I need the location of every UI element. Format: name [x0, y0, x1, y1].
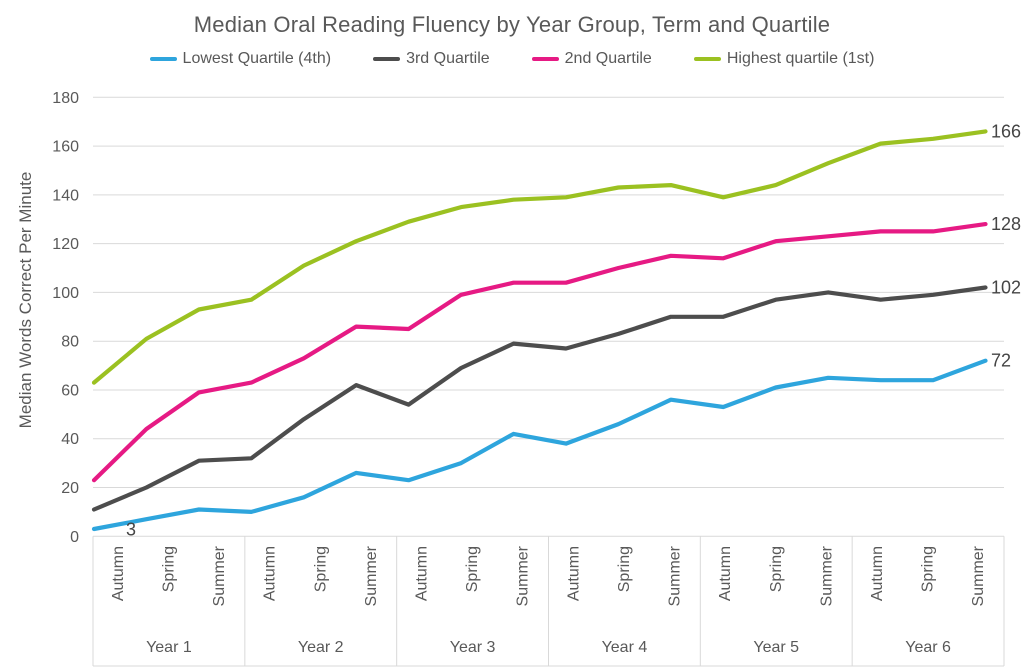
- y-tick-label-160: 160: [52, 139, 79, 156]
- series-line-0-lowest-quartile-4th-: [91, 358, 988, 532]
- y-tick-label-0: 0: [70, 529, 79, 546]
- series-line-2-2nd-quartile: [91, 222, 988, 483]
- term-label-year-5-summer: Summer: [818, 545, 835, 606]
- legend-item-highest-quartile: Highest quartile (1st): [693, 50, 875, 68]
- series-line-1-3rd-quartile: [91, 285, 988, 512]
- legend-swatch-lowest-quartile: [149, 56, 177, 62]
- point-annotation-0: 3: [126, 519, 136, 539]
- legend-swatch-3rd-quartile: [373, 56, 401, 62]
- term-label-year-3-autumn: Autumn: [413, 546, 430, 601]
- term-label-year-2-autumn: Autumn: [262, 546, 279, 601]
- legend-item-2nd-quartile: 2nd Quartile: [531, 50, 652, 68]
- series-line-3-highest-quartile-1st-: [91, 129, 988, 385]
- term-label-year-4-summer: Summer: [667, 545, 684, 606]
- legend-label-3rd-quartile: 3rd Quartile: [406, 50, 490, 67]
- term-label-year-1-autumn: Autumn: [110, 546, 127, 601]
- y-tick-label-80: 80: [61, 334, 79, 351]
- legend: Lowest Quartile (4th) 3rd Quartile 2nd Q…: [0, 50, 1024, 68]
- series-end-label-0: 72: [991, 351, 1011, 371]
- term-label-year-1-summer: Summer: [211, 545, 228, 606]
- series-end-label-1: 102: [991, 278, 1021, 298]
- term-label-year-1-spring: Spring: [160, 546, 177, 592]
- legend-label-highest-quartile: Highest quartile (1st): [726, 50, 875, 67]
- y-tick-label-140: 140: [52, 187, 79, 204]
- year-group-label-1: Year 1: [146, 639, 192, 656]
- y-tick-label-60: 60: [61, 382, 79, 399]
- year-group-label-4: Year 4: [602, 639, 648, 656]
- year-group-label-6: Year 6: [905, 639, 951, 656]
- legend-label-2nd-quartile: 2nd Quartile: [564, 50, 652, 67]
- chart-title: Median Oral Reading Fluency by Year Grou…: [193, 12, 831, 37]
- year-group-label-3: Year 3: [450, 639, 496, 656]
- y-tick-label-20: 20: [61, 480, 79, 497]
- term-label-year-6-autumn: Autumn: [869, 546, 886, 601]
- y-tick-label-180: 180: [52, 90, 79, 107]
- legend-label-lowest-quartile: Lowest Quartile (4th): [182, 50, 332, 67]
- series-end-label-3: 166: [991, 121, 1021, 141]
- y-tick-label-120: 120: [52, 236, 79, 253]
- legend-item-3rd-quartile: 3rd Quartile: [373, 50, 490, 68]
- legend-swatch-highest-quartile: [693, 56, 721, 62]
- term-label-year-5-autumn: Autumn: [717, 546, 734, 601]
- term-label-year-6-summer: Summer: [970, 545, 987, 606]
- term-label-year-4-autumn: Autumn: [565, 546, 582, 601]
- year-group-label-5: Year 5: [753, 639, 799, 656]
- y-tick-label-100: 100: [52, 285, 79, 302]
- series-end-label-2: 128: [991, 214, 1021, 234]
- term-label-year-3-spring: Spring: [464, 546, 481, 592]
- y-tick-label-40: 40: [61, 431, 79, 448]
- term-label-year-2-summer: Summer: [363, 545, 380, 606]
- legend-swatch-2nd-quartile: [531, 56, 559, 62]
- term-label-year-6-spring: Spring: [920, 546, 937, 592]
- year-group-label-2: Year 2: [298, 639, 344, 656]
- term-label-year-3-summer: Summer: [515, 545, 532, 606]
- legend-item-lowest-quartile: Lowest Quartile (4th): [149, 50, 332, 68]
- term-label-year-4-spring: Spring: [616, 546, 633, 592]
- term-label-year-5-spring: Spring: [768, 546, 785, 592]
- term-label-year-2-spring: Spring: [312, 546, 329, 592]
